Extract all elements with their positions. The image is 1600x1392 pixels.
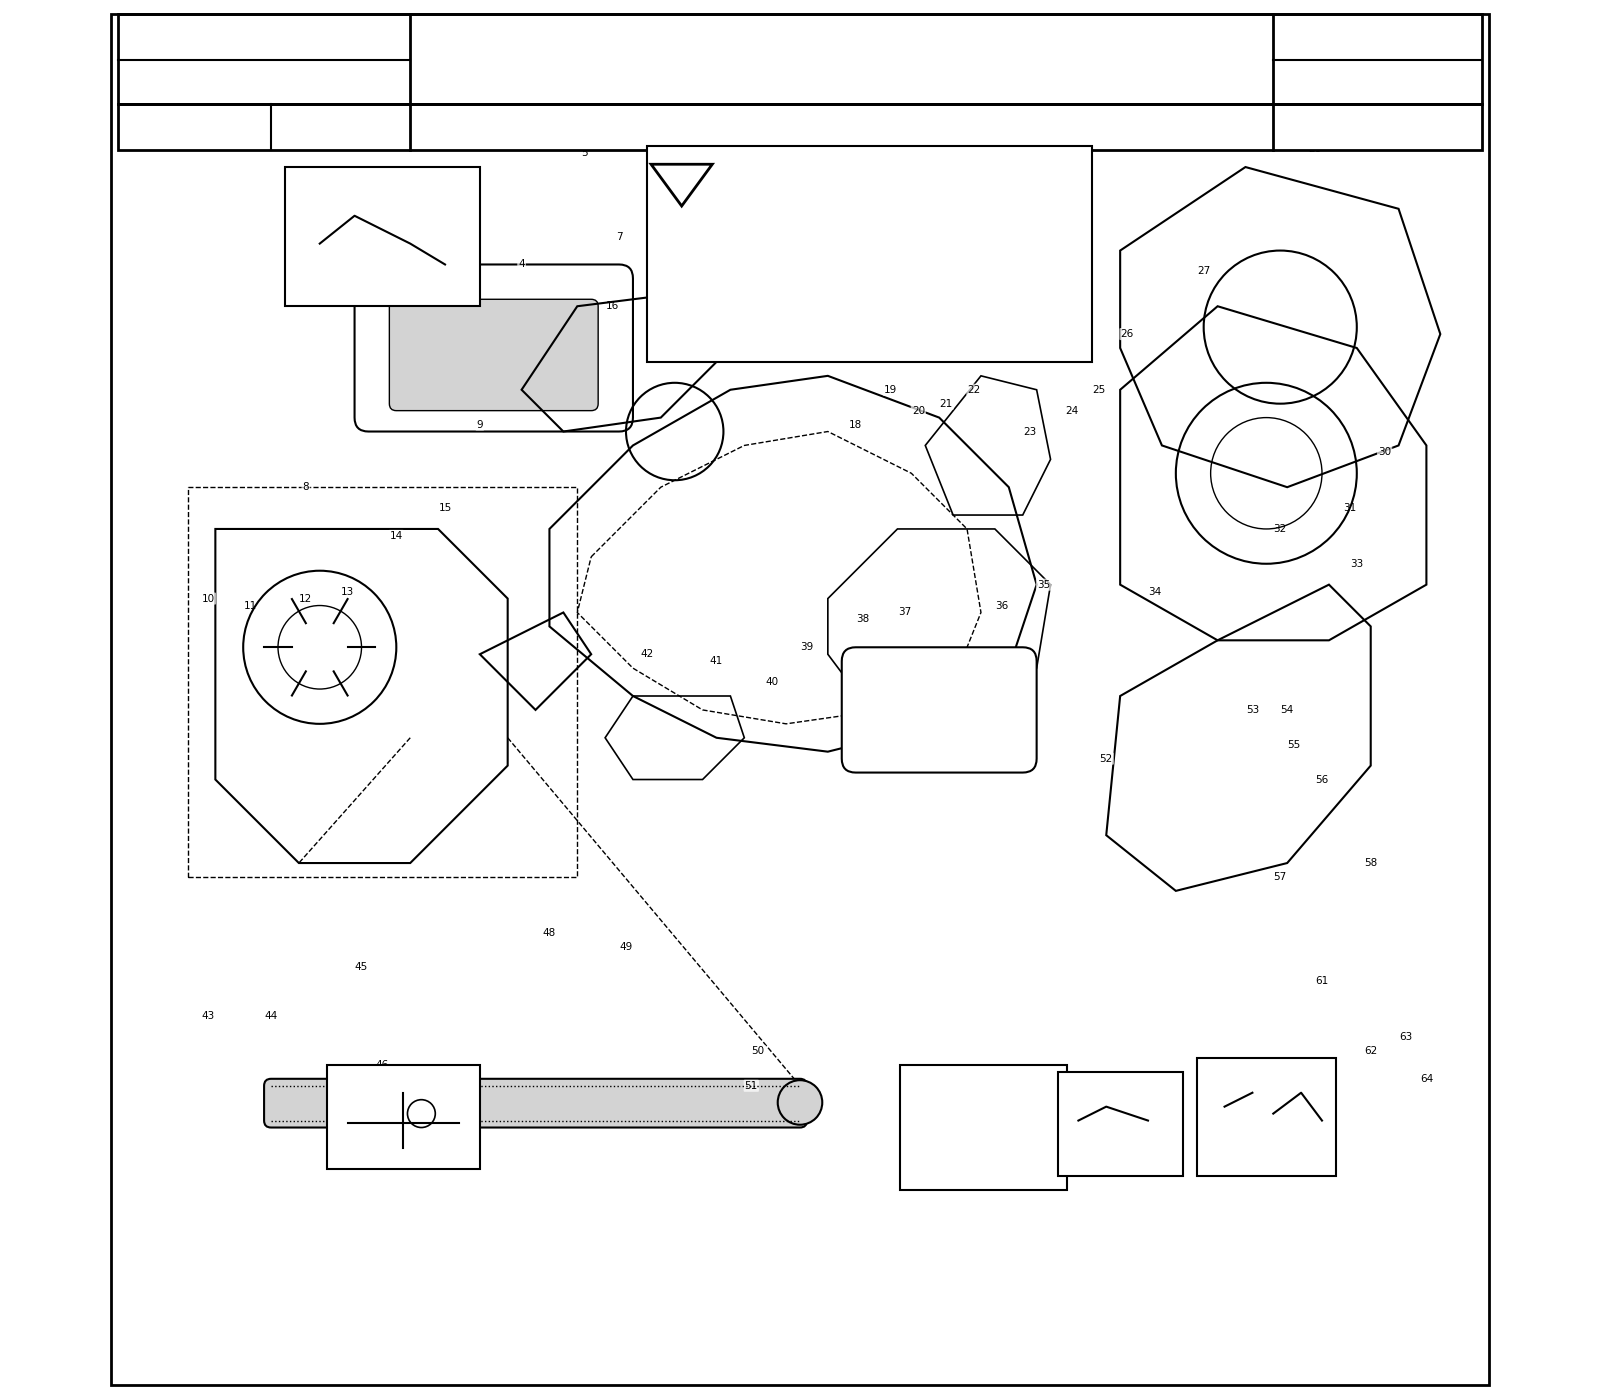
- Text: 3: 3: [483, 308, 490, 319]
- Text: Clutch
Washer
Kit: Clutch Washer Kit: [960, 1116, 1006, 1160]
- Text: 31: 31: [1344, 503, 1357, 514]
- Text: 59: 59: [976, 1171, 992, 1183]
- Bar: [901, 1065, 1067, 1190]
- Bar: [118, 14, 1482, 104]
- Text: 40: 40: [765, 677, 779, 688]
- Text: All repairs, adjustments and maintenance
not described in the Operator's Manual
: All repairs, adjustments and maintenance…: [677, 216, 910, 260]
- Text: 18: 18: [850, 419, 862, 430]
- Text: 54: 54: [1280, 704, 1294, 715]
- Text: 56: 56: [1315, 774, 1328, 785]
- Text: 42: 42: [640, 649, 653, 660]
- Text: 52: 52: [1099, 753, 1114, 764]
- Text: 5: 5: [581, 148, 587, 159]
- Text: 35: 35: [1037, 579, 1050, 590]
- FancyBboxPatch shape: [355, 264, 634, 432]
- Text: 34: 34: [1149, 586, 1162, 597]
- FancyBboxPatch shape: [389, 299, 598, 411]
- Text: 24: 24: [1066, 405, 1078, 416]
- Text: 7: 7: [616, 231, 622, 242]
- FancyBboxPatch shape: [264, 1079, 806, 1128]
- Text: 48: 48: [542, 927, 557, 938]
- Text: Replaces: Replaces: [184, 78, 234, 89]
- Text: 9: 9: [477, 419, 483, 430]
- Text: 26: 26: [1120, 329, 1134, 340]
- Text: 36: 36: [995, 600, 1008, 611]
- Bar: [646, 146, 1093, 362]
- Text: 64: 64: [1419, 1073, 1434, 1084]
- Text: 20: 20: [912, 405, 925, 416]
- Text: 58: 58: [1365, 857, 1378, 869]
- Text: 61: 61: [1315, 976, 1328, 987]
- Text: 22: 22: [968, 384, 981, 395]
- Text: 10: 10: [202, 593, 214, 604]
- Text: PARTS LIST NO.: PARTS LIST NO.: [125, 22, 221, 33]
- Text: CS2138C: CS2138C: [1291, 45, 1366, 58]
- Text: DATE: DATE: [125, 78, 157, 89]
- Text: 11: 11: [243, 600, 256, 611]
- Text: WARNING: WARNING: [738, 174, 835, 191]
- Text: $\bf{Note:}$ Illustration may differ from actual model due to design changes: $\bf{Note:}$ Illustration may differ fro…: [618, 118, 1066, 135]
- Circle shape: [778, 1080, 822, 1125]
- Text: 51: 51: [744, 1080, 758, 1091]
- Text: 28: 28: [1309, 143, 1322, 155]
- Text: 25: 25: [1093, 384, 1106, 395]
- Text: 27: 27: [1197, 266, 1210, 277]
- Text: 12: 12: [299, 593, 312, 604]
- Text: 16: 16: [605, 301, 619, 312]
- Text: !: !: [678, 177, 685, 191]
- Text: 33: 33: [1350, 558, 1363, 569]
- Text: 55: 55: [1288, 739, 1301, 750]
- Text: 62: 62: [1365, 1045, 1378, 1057]
- Text: 38: 38: [856, 614, 869, 625]
- Text: 14: 14: [390, 530, 403, 541]
- Text: 6: 6: [643, 141, 650, 152]
- Bar: [1058, 1072, 1182, 1176]
- Text: PAGE   NO.: PAGE NO.: [1294, 125, 1362, 136]
- Text: 530165859 - 9/16/05: 530165859 - 9/16/05: [275, 125, 392, 136]
- Text: 23: 23: [1022, 426, 1037, 437]
- Text: 10/05/05: 10/05/05: [122, 124, 184, 138]
- Text: 44: 44: [264, 1011, 278, 1022]
- Text: 13: 13: [341, 586, 354, 597]
- Text: 41: 41: [710, 656, 723, 667]
- Text: PARTS LIST: PARTS LIST: [746, 42, 938, 70]
- Text: 8: 8: [302, 482, 309, 493]
- Text: 37: 37: [898, 607, 910, 618]
- Text: 43: 43: [202, 1011, 214, 1022]
- Text: 57: 57: [1274, 871, 1286, 883]
- Text: 49: 49: [619, 941, 632, 952]
- Text: 53: 53: [1246, 704, 1259, 715]
- FancyBboxPatch shape: [842, 647, 1037, 773]
- Text: 47: 47: [438, 1066, 451, 1077]
- Text: 29: 29: [1333, 113, 1347, 124]
- Text: 30: 30: [1378, 447, 1392, 458]
- Text: 15: 15: [438, 503, 451, 514]
- Bar: [1197, 1058, 1336, 1176]
- Text: 530165859: 530165859: [165, 40, 253, 54]
- Text: 1: 1: [344, 196, 350, 207]
- Text: CHAIN SAW MODEL(s): CHAIN SAW MODEL(s): [1261, 22, 1397, 33]
- Text: 21: 21: [939, 398, 952, 409]
- Text: 39: 39: [800, 642, 813, 653]
- Bar: [118, 104, 1482, 150]
- Text: 32: 32: [1274, 523, 1286, 535]
- Text: 19: 19: [883, 384, 898, 395]
- Bar: [285, 167, 480, 306]
- Bar: [187, 487, 578, 877]
- Text: 2: 2: [442, 356, 448, 367]
- Bar: [326, 1065, 480, 1169]
- Text: 46: 46: [376, 1059, 389, 1070]
- Text: 17: 17: [661, 252, 674, 263]
- Text: 1: 1: [1443, 124, 1453, 138]
- Text: 4: 4: [518, 259, 525, 270]
- Text: 45: 45: [355, 962, 368, 973]
- Text: 63: 63: [1398, 1031, 1413, 1043]
- Text: 50: 50: [752, 1045, 765, 1057]
- Text: 60: 60: [1114, 1094, 1126, 1105]
